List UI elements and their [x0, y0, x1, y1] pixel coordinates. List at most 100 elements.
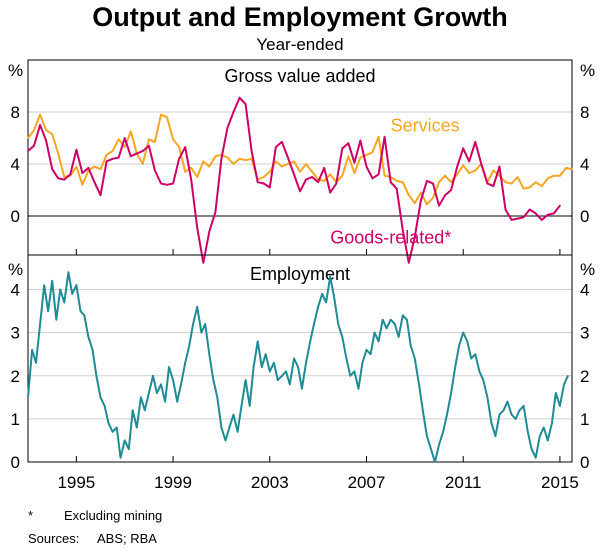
services-point	[534, 181, 537, 183]
employment-point	[180, 383, 182, 386]
employment-point	[466, 340, 469, 343]
employment-point	[184, 362, 186, 364]
employment-point	[422, 409, 424, 412]
services-point	[438, 181, 440, 183]
employment-ytick-left: 0	[11, 453, 20, 472]
goods-related-point	[256, 181, 259, 183]
employment-point	[152, 375, 154, 377]
services-point	[426, 203, 428, 206]
employment-point	[409, 344, 412, 347]
services-point	[81, 184, 84, 186]
employment-point	[539, 435, 541, 437]
goods-related-point	[414, 236, 416, 238]
employment-point	[252, 366, 255, 368]
goods-related-point	[87, 167, 90, 169]
goods-related-point	[408, 262, 410, 264]
employment-point	[389, 318, 392, 321]
employment-point	[297, 366, 299, 368]
services-point	[504, 181, 507, 183]
services-point	[359, 156, 362, 159]
employment-point	[248, 405, 251, 407]
gross-value-added-ytick-left: 0	[11, 207, 20, 226]
services-point	[281, 165, 283, 168]
gross-value-added-ytick-right: 8	[580, 103, 589, 122]
goods-related-point	[262, 182, 265, 185]
employment-point	[103, 405, 106, 407]
services-point	[420, 191, 422, 194]
employment-point	[91, 349, 94, 351]
footnote-marker: *	[28, 508, 34, 523]
services-point	[123, 146, 126, 148]
goods-related-point	[220, 158, 223, 160]
employment-point	[95, 375, 98, 377]
services-point	[377, 135, 380, 138]
employment-point	[83, 314, 86, 317]
services-point	[462, 164, 465, 167]
gross-value-added-title: Gross value added	[224, 66, 375, 86]
services-point	[148, 138, 150, 141]
employment-point	[470, 357, 473, 360]
gross-value-added-ytick-left: 8	[11, 103, 20, 122]
services-point	[75, 165, 78, 168]
employment-point	[192, 323, 194, 325]
services-point	[57, 152, 59, 155]
goods-related-point	[93, 181, 96, 183]
employment-point	[325, 301, 327, 304]
employment-point	[333, 297, 336, 299]
employment-point	[204, 323, 206, 325]
services-point	[353, 172, 356, 174]
goods-related-point	[547, 213, 549, 216]
goods-related-point	[311, 176, 313, 178]
employment-point	[123, 439, 126, 442]
services-point	[565, 167, 567, 169]
services-point	[293, 160, 295, 163]
goods-related-point	[516, 217, 519, 220]
services-point	[311, 171, 313, 173]
services-point	[299, 171, 301, 173]
employment-point	[216, 396, 219, 399]
employment-point	[99, 396, 102, 399]
goods-related-point	[226, 126, 229, 129]
goods-related-point	[450, 189, 452, 191]
employment-point	[144, 409, 146, 412]
services-point	[395, 180, 398, 182]
employment-point	[474, 353, 477, 356]
right-unit-label-top: %	[580, 61, 595, 80]
employment-point	[430, 448, 432, 450]
employment-point	[256, 340, 259, 343]
goods-related-point	[299, 190, 301, 193]
goods-related-point	[142, 150, 144, 152]
services-point	[166, 116, 168, 118]
employment-point	[442, 431, 444, 433]
services-point	[202, 160, 205, 163]
sources-label: Sources:	[28, 531, 80, 546]
employment-point	[522, 405, 525, 407]
employment-point	[261, 366, 263, 368]
employment-point	[87, 336, 90, 338]
employment-point	[486, 396, 489, 399]
goods-related-point	[383, 135, 386, 138]
employment-point	[377, 340, 380, 343]
employment-point	[75, 284, 78, 287]
services-point	[232, 163, 235, 165]
employment-point	[244, 379, 247, 381]
employment-point	[273, 362, 275, 364]
employment-point	[196, 306, 198, 308]
goods-related-point	[39, 124, 41, 126]
services-point	[190, 167, 192, 169]
goods-related-point	[474, 141, 477, 143]
services-point	[275, 160, 277, 163]
employment-ytick-left: 1	[11, 410, 20, 429]
goods-related-point	[341, 147, 344, 150]
footnote-text: Excluding mining	[64, 508, 163, 523]
employment-ytick-left: 4	[11, 281, 20, 300]
goods-related-point	[498, 165, 501, 168]
services-point	[214, 155, 217, 157]
employment-point	[551, 422, 553, 425]
employment-panel: Employment % % 0 1 2 3 4 0 1 2 3 4 1995 1999 2003 2…	[8, 254, 595, 492]
services-point	[269, 171, 271, 173]
services-point	[371, 151, 374, 154]
employment-point	[27, 396, 29, 399]
goods-related-point	[275, 146, 277, 148]
gross-value-added-ytick-right: 4	[580, 155, 589, 174]
